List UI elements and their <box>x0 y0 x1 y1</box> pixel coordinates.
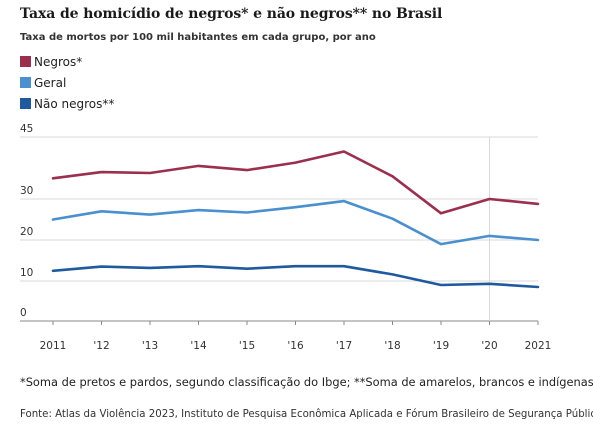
grid-layer <box>20 136 538 322</box>
y-tick-label: 45 <box>20 123 33 135</box>
x-tick-label: '12 <box>93 340 109 352</box>
series-line-negros <box>51 150 540 215</box>
x-tick-label: '20 <box>481 340 497 352</box>
legend-swatch-nao-negros <box>20 98 31 109</box>
footnote: *Soma de pretos e pardos, segundo classi… <box>20 375 593 389</box>
y-axis: 45 30 20 10 0 <box>20 123 33 319</box>
series-line-nao-negros <box>51 264 540 289</box>
series-layer <box>51 150 540 289</box>
legend-item-nao-negros: Não negros** <box>20 93 114 114</box>
x-tick-label: '14 <box>190 340 207 352</box>
chart-subtitle: Taxa de mortos por 100 mil habitantes em… <box>20 32 376 43</box>
legend-label-nao-negros: Não negros** <box>34 96 115 111</box>
x-tick-label: '19 <box>433 340 449 352</box>
x-axis: 2011 '12 '13 '14 '15 '16 '17 '18 '19 '20 2021 <box>40 321 552 352</box>
legend-item-negros: Negros* <box>20 51 114 72</box>
x-tick-label: 2021 <box>525 340 552 352</box>
chart-legend: Negros* Geral Não negros** <box>20 51 114 114</box>
y-tick-label: 30 <box>20 185 33 197</box>
x-tick-label: '17 <box>336 340 352 352</box>
y-tick-label: 0 <box>20 307 27 319</box>
source-note: Fonte: Atlas da Violência 2023, Institut… <box>20 409 593 420</box>
x-tick-label: '18 <box>384 340 400 352</box>
x-tick-label: '13 <box>142 340 158 352</box>
y-tick-label: 20 <box>20 226 33 238</box>
legend-label-negros: Negros* <box>34 54 83 69</box>
x-tick-label: '15 <box>239 340 255 352</box>
chart-title: Taxa de homicídio de negros* e não negro… <box>20 6 443 22</box>
legend-swatch-geral <box>20 77 31 88</box>
x-tick-label: 2011 <box>40 340 67 352</box>
legend-swatch-negros <box>20 56 31 67</box>
x-tick-label: '16 <box>287 340 304 352</box>
legend-item-geral: Geral <box>20 72 114 93</box>
series-line-geral <box>51 199 540 246</box>
legend-label-geral: Geral <box>34 75 67 90</box>
y-tick-label: 10 <box>20 267 33 279</box>
